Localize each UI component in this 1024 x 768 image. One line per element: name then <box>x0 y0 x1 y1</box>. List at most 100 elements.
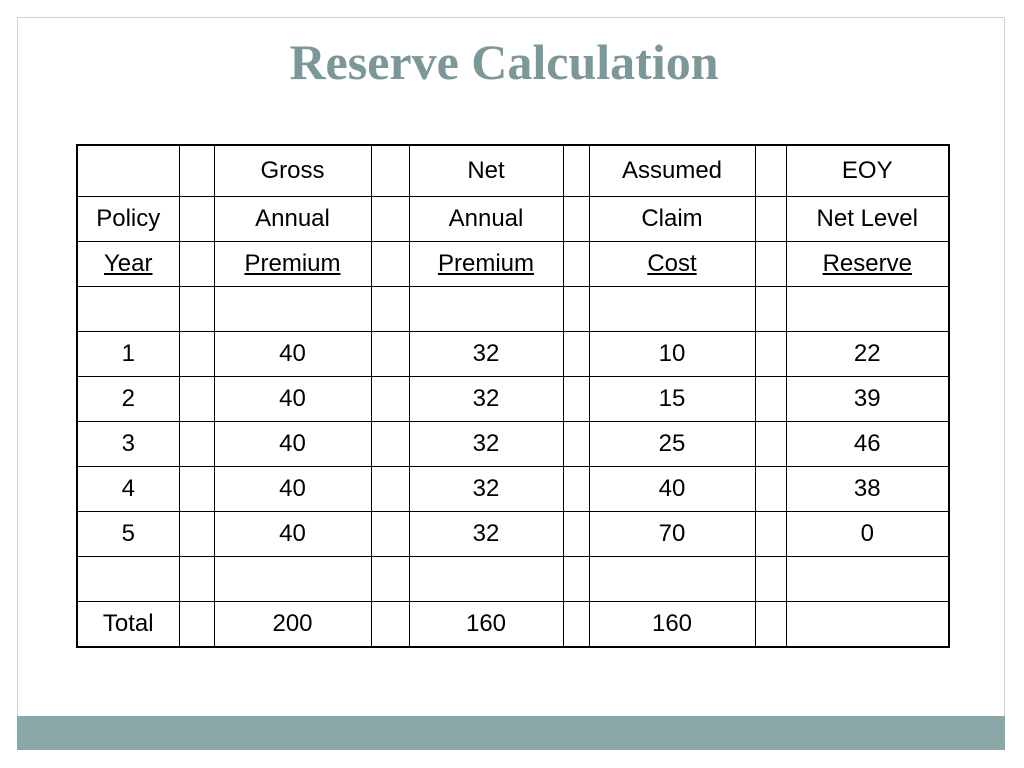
spacer-cell <box>370 196 410 242</box>
header-row: Gross Net Assumed EOY <box>76 144 950 197</box>
cell-policy-year: 4 <box>76 466 180 512</box>
header-cell-policy: Policy <box>76 196 180 242</box>
empty-cell <box>588 556 756 602</box>
reserve-table: Gross Net Assumed EOY Policy Annual Annu… <box>76 144 950 648</box>
cell-claim-cost: 10 <box>588 331 756 377</box>
spacer-cell <box>370 466 410 512</box>
cell-claim-cost: 25 <box>588 421 756 467</box>
slide-title: Reserve Calculation <box>289 34 719 90</box>
cell-net-premium: 32 <box>408 376 564 422</box>
header-cell-year: Year <box>76 241 180 287</box>
spacer-cell <box>754 556 787 602</box>
spacer-cell <box>562 601 590 648</box>
spacer-cell <box>562 556 590 602</box>
header-cell-premium: Premium <box>213 241 372 287</box>
spacer-cell <box>178 376 215 422</box>
cell-net-premium: 32 <box>408 421 564 467</box>
cell-policy-year: 2 <box>76 376 180 422</box>
spacer-cell <box>370 421 410 467</box>
blank-row <box>76 286 950 332</box>
total-net-premium: 160 <box>408 601 564 648</box>
table-row: 4 40 32 40 38 <box>76 466 950 512</box>
spacer-cell <box>370 286 410 332</box>
empty-cell <box>408 556 564 602</box>
empty-cell <box>588 286 756 332</box>
spacer-cell <box>178 331 215 377</box>
cell-reserve: 46 <box>785 421 950 467</box>
spacer-cell <box>562 331 590 377</box>
cell-gross-premium: 40 <box>213 331 372 377</box>
cell-claim-cost: 40 <box>588 466 756 512</box>
empty-cell <box>213 556 372 602</box>
cell-claim-cost: 70 <box>588 511 756 557</box>
spacer-cell <box>370 376 410 422</box>
header-cell-assumed: Assumed <box>588 144 756 197</box>
spacer-cell <box>178 556 215 602</box>
table-row: 3 40 32 25 46 <box>76 421 950 467</box>
header-cell-premium: Premium <box>408 241 564 287</box>
header-row: Policy Annual Annual Claim Net Level <box>76 196 950 242</box>
empty-cell <box>785 556 950 602</box>
spacer-cell <box>178 466 215 512</box>
total-reserve <box>785 601 950 648</box>
spacer-cell <box>562 241 590 287</box>
spacer-cell <box>754 144 787 197</box>
header-cell-cost: Cost <box>588 241 756 287</box>
header-row: Year Premium Premium Cost Reserve <box>76 241 950 287</box>
spacer-cell <box>562 466 590 512</box>
total-gross-premium: 200 <box>213 601 372 648</box>
spacer-cell <box>562 376 590 422</box>
spacer-cell <box>370 556 410 602</box>
header-cell-gross: Gross <box>213 144 372 197</box>
empty-cell <box>213 286 372 332</box>
spacer-cell <box>754 196 787 242</box>
empty-cell <box>408 286 564 332</box>
cell-gross-premium: 40 <box>213 466 372 512</box>
empty-cell <box>76 556 180 602</box>
spacer-cell <box>562 511 590 557</box>
spacer-cell <box>370 331 410 377</box>
spacer-cell <box>370 144 410 197</box>
cell-reserve: 39 <box>785 376 950 422</box>
cell-policy-year: 3 <box>76 421 180 467</box>
spacer-cell <box>754 376 787 422</box>
header-cell-eoy: EOY <box>785 144 950 197</box>
cell-net-premium: 32 <box>408 331 564 377</box>
cell-reserve: 38 <box>785 466 950 512</box>
spacer-cell <box>178 511 215 557</box>
header-cell-net: Net <box>408 144 564 197</box>
cell-gross-premium: 40 <box>213 511 372 557</box>
header-cell-net-level: Net Level <box>785 196 950 242</box>
cell-gross-premium: 40 <box>213 376 372 422</box>
bottom-accent-bar <box>17 716 1005 750</box>
spacer-cell <box>754 331 787 377</box>
cell-claim-cost: 15 <box>588 376 756 422</box>
total-claim-cost: 160 <box>588 601 756 648</box>
cell-reserve: 22 <box>785 331 950 377</box>
empty-cell <box>785 286 950 332</box>
table-row: 1 40 32 10 22 <box>76 331 950 377</box>
spacer-cell <box>754 511 787 557</box>
spacer-cell <box>562 196 590 242</box>
total-row: Total 200 160 160 <box>76 601 950 648</box>
spacer-cell <box>370 601 410 648</box>
header-cell-claim: Claim <box>588 196 756 242</box>
spacer-cell <box>178 601 215 648</box>
spacer-cell <box>562 144 590 197</box>
table-row: 5 40 32 70 0 <box>76 511 950 557</box>
spacer-cell <box>754 286 787 332</box>
spacer-cell <box>370 241 410 287</box>
cell-net-premium: 32 <box>408 511 564 557</box>
table-row: 2 40 32 15 39 <box>76 376 950 422</box>
spacer-cell <box>754 601 787 648</box>
spacer-cell <box>754 466 787 512</box>
spacer-cell <box>178 286 215 332</box>
spacer-cell <box>370 511 410 557</box>
header-cell-policy-year <box>76 144 180 197</box>
spacer-cell <box>754 241 787 287</box>
cell-net-premium: 32 <box>408 466 564 512</box>
spacer-cell <box>562 421 590 467</box>
cell-policy-year: 1 <box>76 331 180 377</box>
spacer-cell <box>178 241 215 287</box>
spacer-cell <box>178 421 215 467</box>
